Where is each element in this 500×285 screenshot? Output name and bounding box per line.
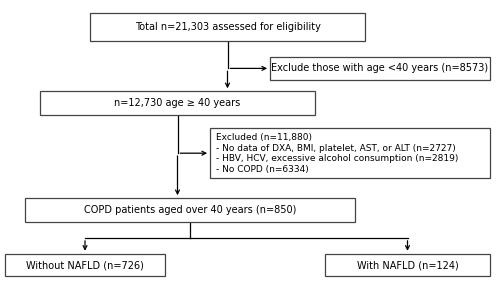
Text: COPD patients aged over 40 years (n=850): COPD patients aged over 40 years (n=850)	[84, 205, 296, 215]
FancyBboxPatch shape	[325, 254, 490, 276]
FancyBboxPatch shape	[270, 57, 490, 80]
FancyBboxPatch shape	[90, 13, 365, 41]
Text: Without NAFLD (n=726): Without NAFLD (n=726)	[26, 260, 144, 270]
Text: Exclude those with age <40 years (n=8573): Exclude those with age <40 years (n=8573…	[272, 63, 488, 74]
Text: With NAFLD (n=124): With NAFLD (n=124)	[356, 260, 458, 270]
FancyBboxPatch shape	[5, 254, 165, 276]
FancyBboxPatch shape	[40, 91, 315, 115]
Text: Excluded (n=11,880)
- No data of DXA, BMI, platelet, AST, or ALT (n=2727)
- HBV,: Excluded (n=11,880) - No data of DXA, BM…	[216, 133, 458, 174]
Text: n=12,730 age ≥ 40 years: n=12,730 age ≥ 40 years	[114, 98, 240, 108]
Text: Total n=21,303 assessed for eligibility: Total n=21,303 assessed for eligibility	[134, 22, 320, 32]
FancyBboxPatch shape	[210, 128, 490, 178]
FancyBboxPatch shape	[25, 198, 355, 222]
